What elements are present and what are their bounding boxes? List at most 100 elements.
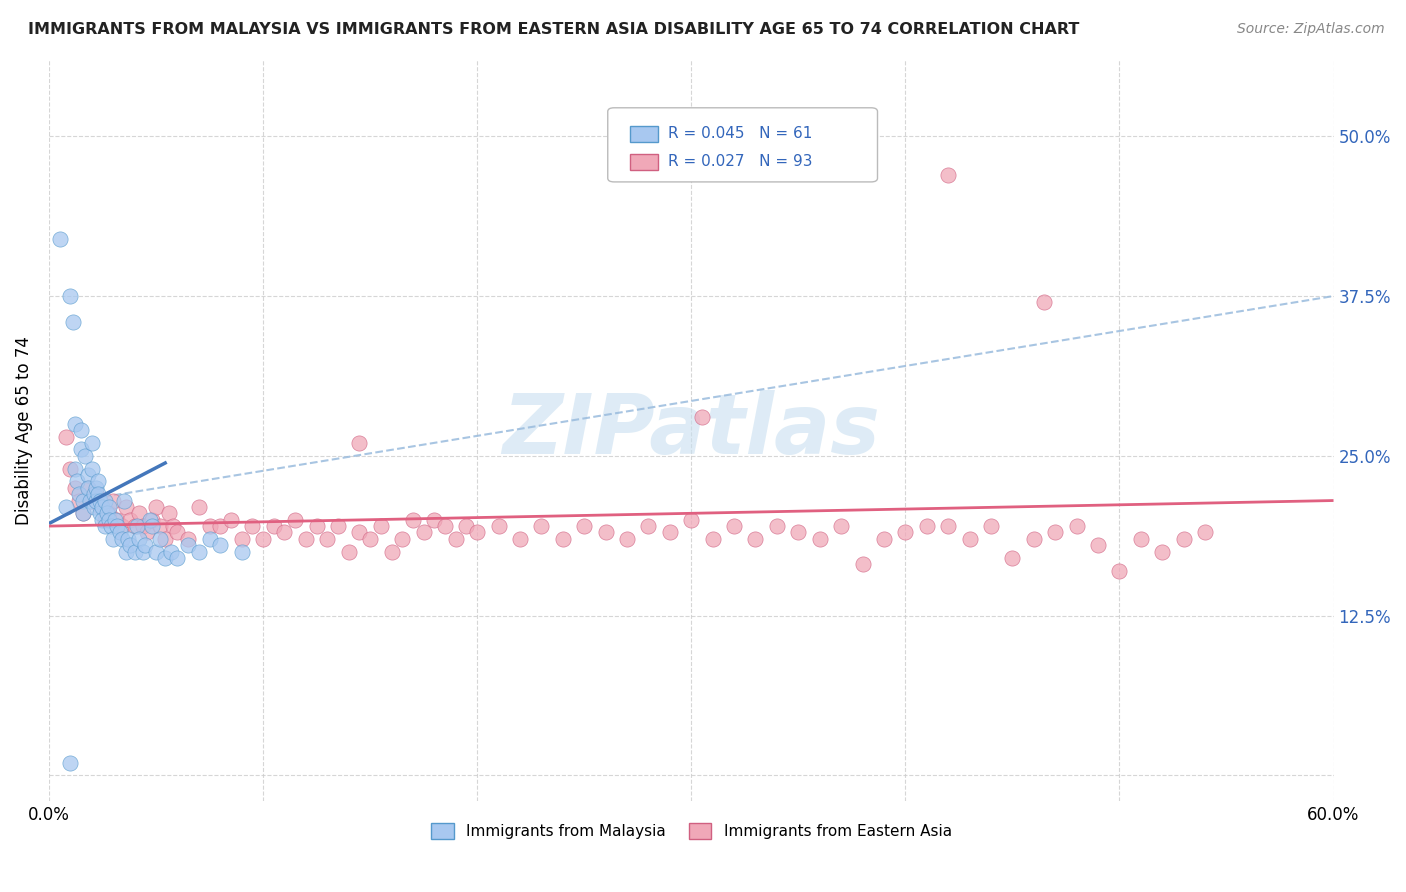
Point <box>509 532 531 546</box>
Point <box>219 513 242 527</box>
Point <box>231 544 253 558</box>
Point <box>111 519 134 533</box>
Point <box>59 289 82 303</box>
Point <box>87 487 110 501</box>
Point <box>75 449 97 463</box>
Point <box>1087 538 1109 552</box>
Point <box>117 532 139 546</box>
Point <box>160 544 183 558</box>
Point <box>89 500 111 514</box>
Point <box>93 493 115 508</box>
Point <box>157 506 180 520</box>
Point <box>465 525 488 540</box>
Point <box>616 532 638 546</box>
Point <box>76 467 98 482</box>
Point <box>62 315 84 329</box>
Point <box>141 519 163 533</box>
Point <box>134 538 156 552</box>
Point <box>326 519 349 533</box>
Point <box>209 538 232 552</box>
Point <box>1001 551 1024 566</box>
Point <box>72 493 94 508</box>
Point <box>231 532 253 546</box>
Point <box>530 519 553 533</box>
Point <box>83 487 105 501</box>
Point <box>284 513 307 527</box>
Point <box>128 506 150 520</box>
Point <box>80 461 103 475</box>
Point <box>359 532 381 546</box>
Point <box>851 558 873 572</box>
Point <box>766 519 789 533</box>
Y-axis label: Disability Age 65 to 74: Disability Age 65 to 74 <box>15 335 32 524</box>
Point <box>100 519 122 533</box>
Point <box>349 525 371 540</box>
Point <box>380 544 402 558</box>
Point <box>91 500 114 514</box>
Point <box>67 493 90 508</box>
Point <box>136 525 159 540</box>
Point <box>198 532 221 546</box>
Point <box>67 487 90 501</box>
Point <box>128 532 150 546</box>
Point <box>138 513 160 527</box>
Text: Source: ZipAtlas.com: Source: ZipAtlas.com <box>1237 22 1385 37</box>
Point <box>72 506 94 520</box>
Point <box>434 519 457 533</box>
Point <box>70 442 93 457</box>
Point <box>337 544 360 558</box>
Point <box>104 513 127 527</box>
Point <box>1066 519 1088 533</box>
Point <box>1022 532 1045 546</box>
Point <box>80 493 103 508</box>
Point <box>115 544 138 558</box>
Point <box>108 525 131 540</box>
Point <box>63 461 86 475</box>
Point <box>93 519 115 533</box>
Point <box>959 532 981 546</box>
Point <box>80 436 103 450</box>
Point <box>107 519 129 533</box>
Point <box>402 513 425 527</box>
Point <box>132 519 155 533</box>
Point <box>295 532 318 546</box>
Point <box>391 532 413 546</box>
Point <box>1033 295 1056 310</box>
Point <box>187 544 209 558</box>
Point <box>149 532 172 546</box>
Point <box>412 525 434 540</box>
Point <box>187 500 209 514</box>
Point <box>316 532 339 546</box>
Point <box>637 519 659 533</box>
Point <box>59 756 82 770</box>
Point <box>145 544 167 558</box>
Point <box>111 532 134 546</box>
Point <box>96 506 118 520</box>
Point <box>551 532 574 546</box>
Point <box>97 500 120 514</box>
Point <box>349 436 371 450</box>
Point <box>76 481 98 495</box>
Point <box>84 493 107 508</box>
Point <box>103 532 125 546</box>
Point <box>55 429 77 443</box>
Point <box>873 532 896 546</box>
Point <box>48 231 70 245</box>
Point <box>808 532 831 546</box>
Point <box>1194 525 1216 540</box>
Text: IMMIGRANTS FROM MALAYSIA VS IMMIGRANTS FROM EASTERN ASIA DISABILITY AGE 65 TO 74: IMMIGRANTS FROM MALAYSIA VS IMMIGRANTS F… <box>28 22 1080 37</box>
Point <box>723 519 745 533</box>
Point <box>681 513 703 527</box>
Point <box>980 519 1002 533</box>
Point <box>59 461 82 475</box>
Point <box>141 513 163 527</box>
Point <box>89 493 111 508</box>
Point <box>84 487 107 501</box>
Point <box>305 519 328 533</box>
Point <box>93 513 115 527</box>
Point <box>1043 525 1066 540</box>
Point <box>115 500 138 514</box>
Point <box>76 481 98 495</box>
Point <box>132 544 155 558</box>
Point <box>153 551 176 566</box>
